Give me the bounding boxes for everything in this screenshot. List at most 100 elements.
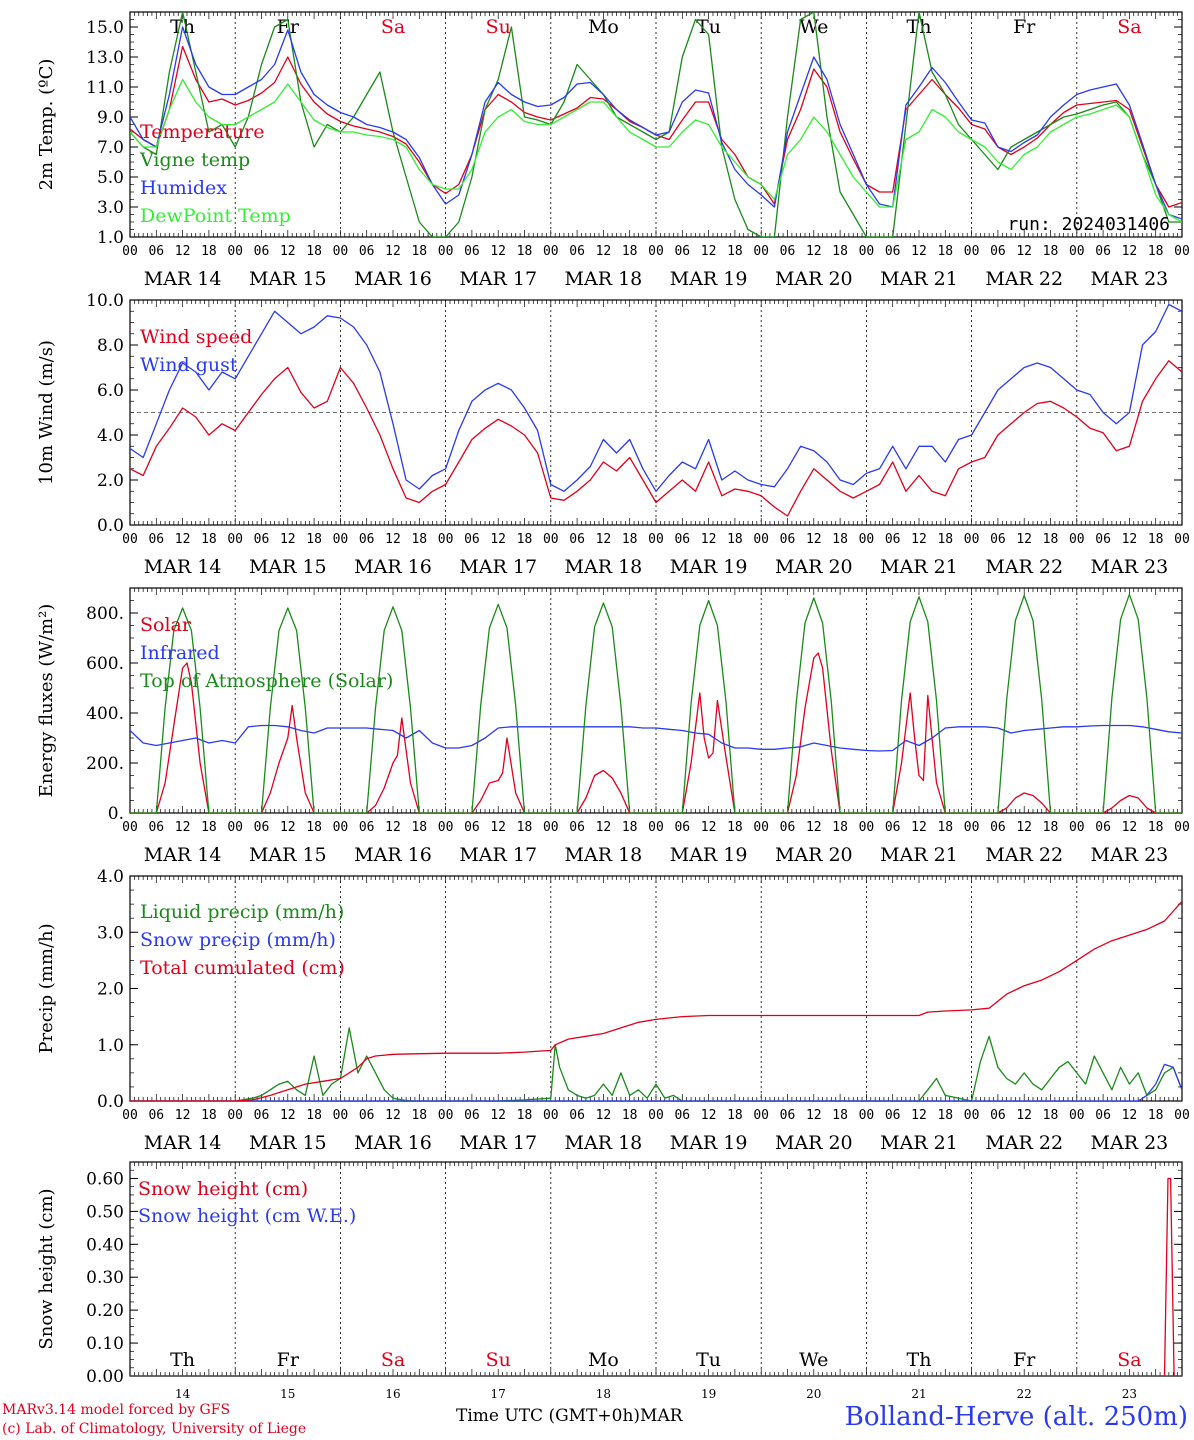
hour-label: 06 [359, 1108, 375, 1123]
y-axis-label: 2m Temp. (ºC) [36, 59, 57, 191]
hour-label: 18 [306, 1108, 322, 1123]
date-label: MAR 20 [775, 1132, 853, 1154]
date-label: MAR 16 [354, 268, 432, 290]
legend-entry: Snow height (cm) [138, 1178, 308, 1200]
date-label: MAR 15 [249, 844, 327, 866]
day-name-label: Fr [277, 16, 300, 38]
hour-label: 00 [1174, 820, 1190, 835]
hour-label: 00 [438, 532, 454, 547]
day-number-label: 14 [175, 1387, 191, 1400]
model-credit: MARv3.14 model forced by GFS [2, 1402, 231, 1418]
hour-label: 06 [359, 244, 375, 259]
hour-label: 06 [254, 1108, 270, 1123]
y-tick-label: 15.0 [86, 18, 124, 38]
hour-label: 12 [701, 1108, 717, 1123]
day-name-label: Tu [696, 16, 721, 38]
y-tick-label: 1.0 [97, 228, 124, 248]
y-axis-label: Energy fluxes (W/m²) [36, 604, 57, 798]
hour-label: 00 [753, 1108, 769, 1123]
series-line [130, 900, 1182, 1101]
hour-label: 12 [806, 1108, 822, 1123]
hour-label: 12 [1122, 244, 1138, 259]
y-tick-label: 0.0 [97, 1092, 124, 1112]
hour-label: 18 [1043, 1108, 1059, 1123]
hour-label: 12 [911, 820, 927, 835]
hour-label: 06 [1095, 244, 1111, 259]
chart-panel-4: 0.0 1.0 2.0 3.0 4.0 Precip (mm/h) 00 06 12 18 MAR … [36, 867, 1190, 1154]
hour-label: 00 [753, 244, 769, 259]
y-tick-label: 1.0 [97, 1036, 124, 1056]
hour-label: 06 [464, 244, 480, 259]
hour-label: 06 [1095, 1108, 1111, 1123]
hour-label: 12 [701, 244, 717, 259]
legend-entry: Snow height (cm W.E.) [138, 1205, 356, 1227]
hour-label: 00 [859, 244, 875, 259]
chart-panel-1: 1.0 3.0 5.0 7.0 9.0 11.0 13.0 15.0 2m Temp. (ºC)… [36, 11, 1190, 290]
hour-label: 12 [385, 532, 401, 547]
y-tick-label: 200. [86, 754, 124, 774]
hour-label: 12 [385, 1108, 401, 1123]
day-name-label: Su [486, 1349, 511, 1371]
day-name-label: Su [486, 16, 511, 38]
y-tick-label: 10.0 [86, 291, 124, 311]
hour-label: 00 [859, 1108, 875, 1123]
date-label: MAR 18 [565, 556, 643, 578]
day-number-label: 21 [911, 1387, 926, 1400]
date-label: MAR 22 [985, 556, 1063, 578]
date-label: MAR 14 [144, 1132, 222, 1154]
legend-entry: Snow precip (mm/h) [140, 929, 336, 951]
hour-label: 12 [280, 532, 296, 547]
hour-label: 06 [569, 244, 585, 259]
hour-label: 06 [674, 532, 690, 547]
date-label: MAR 20 [775, 556, 853, 578]
hour-label: 00 [543, 1108, 559, 1123]
hour-label: 00 [1069, 1108, 1085, 1123]
date-label: MAR 22 [985, 844, 1063, 866]
day-name-label: Fr [277, 1349, 300, 1371]
day-name-label: Fr [1013, 1349, 1036, 1371]
hour-label: 18 [622, 820, 638, 835]
hour-label: 12 [806, 820, 822, 835]
hour-label: 18 [411, 820, 427, 835]
chart-panel-2: 0.0 2.0 4.0 6.0 8.0 10.0 10m Wind (m/s) 00 06 12 1… [36, 291, 1190, 578]
hour-label: 00 [227, 532, 243, 547]
day-name-label: Sa [1117, 1349, 1141, 1371]
legend-entry: Liquid precip (mm/h) [140, 901, 344, 923]
hour-label: 18 [1148, 1108, 1164, 1123]
series-line [130, 593, 1182, 813]
hour-label: 06 [359, 532, 375, 547]
hour-label: 00 [333, 244, 349, 259]
hour-label: 06 [254, 820, 270, 835]
day-name-label: Th [907, 16, 932, 38]
series-line [130, 724, 1182, 752]
legend-entry: Humidex [140, 177, 227, 199]
day-name-label: Mo [588, 1349, 619, 1371]
day-name-label: Fr [1013, 16, 1036, 38]
date-label: MAR 15 [249, 1132, 327, 1154]
hour-label: 12 [1016, 1108, 1032, 1123]
series-line [130, 78, 1182, 223]
hour-label: 12 [596, 532, 612, 547]
hour-label: 18 [517, 532, 533, 547]
y-tick-label: 400. [86, 704, 124, 724]
hour-label: 12 [280, 1108, 296, 1123]
hour-label: 06 [990, 532, 1006, 547]
date-label: MAR 23 [1091, 268, 1169, 290]
hour-label: 18 [411, 1108, 427, 1123]
run-label: run: 2024031406 [1007, 214, 1170, 235]
legend-entry: DewPoint Temp [140, 205, 291, 227]
day-name-label: Sa [381, 1349, 405, 1371]
hour-label: 00 [753, 532, 769, 547]
day-number-label: 18 [596, 1387, 611, 1400]
hour-label: 00 [648, 820, 664, 835]
hour-label: 00 [543, 820, 559, 835]
hour-label: 00 [964, 532, 980, 547]
hour-label: 18 [517, 1108, 533, 1123]
hour-label: 12 [280, 820, 296, 835]
location-label: Bolland-Herve (alt. 250m) [844, 1402, 1188, 1432]
meteogram-svg: 1.0 3.0 5.0 7.0 9.0 11.0 13.0 15.0 2m Temp. (ºC)… [36, 11, 1190, 1400]
hour-label: 12 [911, 244, 927, 259]
series-group [130, 593, 1182, 813]
hour-label: 12 [1122, 532, 1138, 547]
date-label: MAR 18 [565, 1132, 643, 1154]
